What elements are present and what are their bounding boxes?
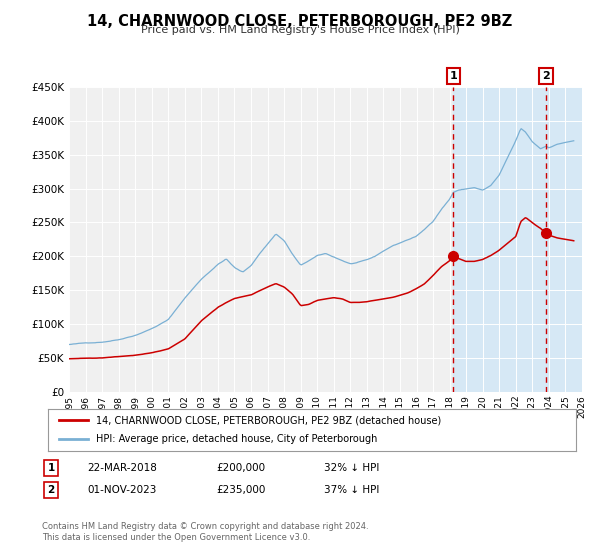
Text: 2: 2	[542, 71, 550, 81]
Text: 22-MAR-2018: 22-MAR-2018	[87, 463, 157, 473]
Text: 1: 1	[47, 463, 55, 473]
Text: Contains HM Land Registry data © Crown copyright and database right 2024.: Contains HM Land Registry data © Crown c…	[42, 522, 368, 531]
Text: 37% ↓ HPI: 37% ↓ HPI	[324, 485, 379, 495]
Text: 32% ↓ HPI: 32% ↓ HPI	[324, 463, 379, 473]
Text: £200,000: £200,000	[216, 463, 265, 473]
Text: 14, CHARNWOOD CLOSE, PETERBOROUGH, PE2 9BZ (detached house): 14, CHARNWOOD CLOSE, PETERBOROUGH, PE2 9…	[95, 415, 441, 425]
Text: 2: 2	[47, 485, 55, 495]
Text: This data is licensed under the Open Government Licence v3.0.: This data is licensed under the Open Gov…	[42, 533, 310, 542]
Text: HPI: Average price, detached house, City of Peterborough: HPI: Average price, detached house, City…	[95, 435, 377, 445]
Text: 1: 1	[449, 71, 457, 81]
Text: 14, CHARNWOOD CLOSE, PETERBOROUGH, PE2 9BZ: 14, CHARNWOOD CLOSE, PETERBOROUGH, PE2 9…	[88, 14, 512, 29]
Bar	[453, 87, 582, 392]
Text: Price paid vs. HM Land Registry's House Price Index (HPI): Price paid vs. HM Land Registry's House …	[140, 25, 460, 35]
Text: £235,000: £235,000	[216, 485, 265, 495]
Text: 01-NOV-2023: 01-NOV-2023	[87, 485, 157, 495]
